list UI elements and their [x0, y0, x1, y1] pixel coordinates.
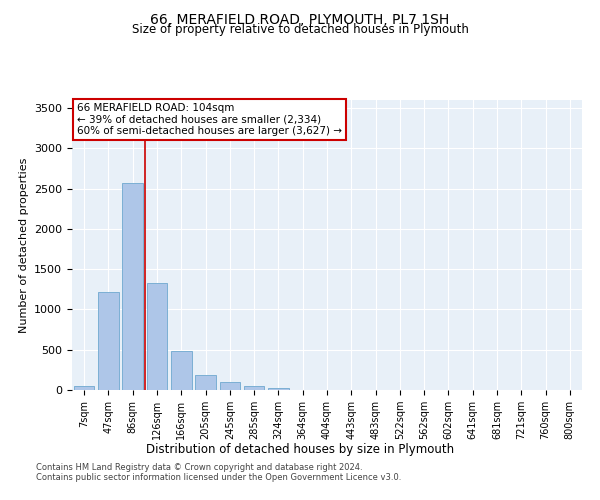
Text: Size of property relative to detached houses in Plymouth: Size of property relative to detached ho… — [131, 22, 469, 36]
Text: Distribution of detached houses by size in Plymouth: Distribution of detached houses by size … — [146, 442, 454, 456]
Bar — [195, 374, 216, 390]
Text: 66 MERAFIELD ROAD: 104sqm
← 39% of detached houses are smaller (2,334)
60% of se: 66 MERAFIELD ROAD: 104sqm ← 39% of detac… — [77, 103, 342, 136]
Bar — [146, 284, 167, 390]
Bar — [220, 382, 240, 390]
Bar — [244, 386, 265, 390]
Text: 66, MERAFIELD ROAD, PLYMOUTH, PL7 1SH: 66, MERAFIELD ROAD, PLYMOUTH, PL7 1SH — [151, 12, 449, 26]
Bar — [98, 292, 119, 390]
Bar — [171, 350, 191, 390]
Bar — [122, 183, 143, 390]
Y-axis label: Number of detached properties: Number of detached properties — [19, 158, 29, 332]
Text: Contains public sector information licensed under the Open Government Licence v3: Contains public sector information licen… — [36, 474, 401, 482]
Bar — [268, 388, 289, 390]
Bar — [74, 386, 94, 390]
Text: Contains HM Land Registry data © Crown copyright and database right 2024.: Contains HM Land Registry data © Crown c… — [36, 464, 362, 472]
